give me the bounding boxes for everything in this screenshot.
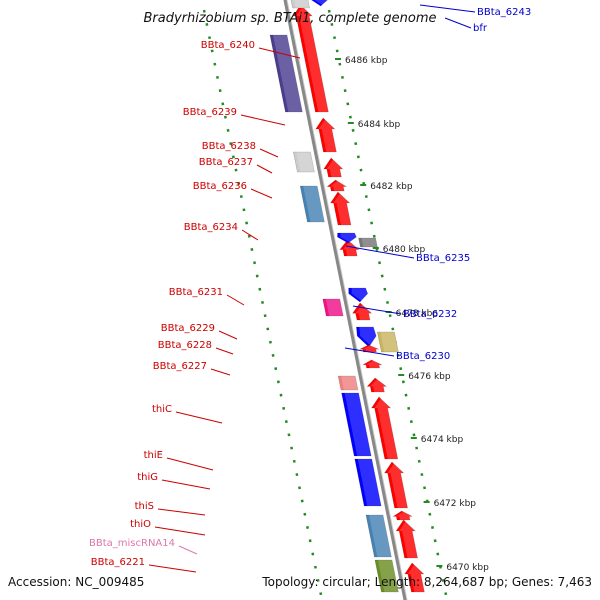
feature-labels: BBta_6240 BBta_6239 BBta_6238 BBta_6237 BBta… (89, 7, 531, 568)
bbta-6228-cds[interactable] (361, 359, 385, 369)
thie-cds[interactable] (384, 461, 411, 509)
bbta-6237-cds[interactable] (323, 157, 346, 178)
kbp-tick-label: 6474 kbp (421, 435, 464, 445)
leader-line (161, 479, 211, 490)
leader-line (444, 17, 472, 29)
topology-text: Topology: circular; Length: 8,264,687 bp… (261, 575, 592, 589)
bbta-6243-feature[interactable] (289, 0, 313, 9)
bbta-6227-feature[interactable] (337, 375, 361, 391)
label-leader-lines (148, 4, 476, 573)
feature-track (269, 0, 428, 593)
feature-label-left[interactable]: thiE (144, 450, 163, 461)
genome-backbone (283, 0, 408, 600)
feature-label-right[interactable]: BBta_6235 (416, 253, 470, 264)
leader-line (218, 330, 238, 340)
this-cds[interactable] (392, 510, 416, 521)
bbta-6230-feature[interactable] (377, 331, 402, 353)
feature-label-right[interactable]: bfr (473, 23, 488, 34)
bbta-6230-cds[interactable] (356, 326, 380, 348)
bbta-6232-cds[interactable] (348, 287, 371, 303)
accession-text: Accession: NC_009485 (8, 575, 144, 589)
leader-line (166, 457, 214, 471)
feature-label-left[interactable]: BBta_6231 (169, 287, 223, 298)
left-dotted-guide (202, 9, 324, 600)
leader-line (157, 508, 206, 516)
leader-line (419, 4, 476, 13)
feature-label-left[interactable]: BBta_6234 (184, 222, 238, 233)
map-title: Bradyrhizobium sp. BTAi1, complete genom… (143, 11, 436, 26)
feature-label-left[interactable]: BBta_6229 (161, 323, 215, 334)
bbta-6236-small[interactable] (326, 179, 350, 192)
kbp-tick-label: 6486 kbp (345, 56, 388, 66)
feature-label-left[interactable]: BBta_6239 (183, 107, 237, 118)
kbp-tick-label: 6472 kbp (434, 499, 477, 509)
leader-line (210, 368, 231, 376)
kbp-tick-label: 6480 kbp (383, 245, 426, 255)
feature-label-left[interactable]: BBta_miscRNA14 (89, 538, 175, 549)
bbta-6235-feature[interactable] (358, 237, 381, 248)
kbp-tick-track: 6486 kbp 6484 kbp 6482 kbp 6480 kbp 6478 kbp… (202, 9, 489, 600)
bbta-6239-cds[interactable] (315, 117, 340, 153)
leader-line (226, 294, 245, 306)
leader-line (344, 347, 395, 357)
kbp-tick-label: 6478 kbp (396, 309, 439, 319)
leader-line (240, 114, 286, 126)
bbta-6231-feature[interactable] (322, 298, 347, 317)
feature-label-right[interactable]: BBta_6243 (477, 7, 531, 18)
kbp-tick-label: 6484 kbp (358, 120, 401, 130)
leader-line (352, 305, 402, 315)
leader-line (258, 47, 301, 59)
feature-label-left[interactable]: BBta_6238 (202, 141, 256, 152)
leader-line (215, 347, 234, 355)
leader-line (178, 545, 198, 555)
leader-line (148, 564, 197, 573)
leader-line (259, 148, 279, 158)
thio-cds[interactable] (395, 519, 421, 559)
backbone-line (283, 0, 407, 600)
bbta-6235-cds[interactable] (337, 232, 360, 244)
leader-line (241, 229, 259, 241)
feature-label-left[interactable]: thiC (152, 404, 172, 415)
leader-line (256, 164, 273, 174)
bbta-6238-feature[interactable] (293, 151, 318, 173)
kbp-tick-label: 6476 kbp (408, 372, 451, 382)
feature-label-right[interactable]: BBta_6232 (403, 309, 457, 320)
feature-label-left[interactable]: thiG (137, 472, 158, 483)
bbta-6227-cds[interactable] (366, 377, 390, 393)
feature-label-left[interactable]: thiS (135, 501, 154, 512)
leader-line (154, 526, 206, 536)
leader-line (175, 411, 223, 424)
leader-line (345, 245, 415, 259)
feature-label-left[interactable]: BBta_6236 (193, 181, 247, 192)
leader-line (250, 188, 273, 199)
feature-label-left[interactable]: BBta_6221 (91, 557, 145, 568)
feature-label-left[interactable]: BBta_6227 (153, 361, 207, 372)
kbp-tick-label: 6470 kbp (446, 563, 489, 573)
bbta-6231-cds[interactable] (352, 302, 375, 321)
feature-label-left[interactable]: BBta_6228 (158, 340, 212, 351)
feature-label-left[interactable]: BBta_6237 (199, 157, 253, 168)
feature-label-left[interactable]: thiO (130, 519, 151, 530)
bbta-6236-cds[interactable] (330, 191, 354, 226)
bbta-6243-cds[interactable] (310, 0, 332, 7)
feature-label-left[interactable]: BBta_6240 (201, 40, 255, 51)
kbp-tick-label: 6482 kbp (370, 182, 413, 192)
feature-label-right[interactable]: BBta_6230 (396, 351, 450, 362)
